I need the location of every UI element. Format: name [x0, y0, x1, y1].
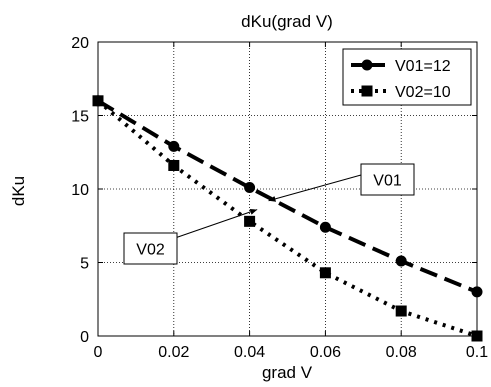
- x-tick-label: 0: [94, 344, 103, 361]
- legend-marker-1: [361, 59, 373, 71]
- series-1-point: [244, 182, 256, 194]
- legend-marker-2: [361, 85, 373, 97]
- y-axis-label: dKu: [9, 176, 28, 206]
- x-axis-label: grad V: [262, 363, 313, 382]
- series-1-point: [395, 255, 407, 267]
- y-tick-label: 20: [71, 35, 89, 52]
- axis-ticks: 0 0.02 0.04 0.06 0.08 0.1 0 5 10 15 20: [71, 35, 488, 361]
- series-2-point: [168, 159, 180, 171]
- series-2-point: [319, 267, 331, 279]
- series-2-point: [395, 305, 407, 317]
- x-tick-label: 0.1: [466, 344, 488, 361]
- y-tick-label: 15: [71, 109, 89, 126]
- annotations: V01 V02: [123, 163, 415, 265]
- series-1-point: [168, 140, 180, 152]
- series-1-point: [319, 221, 331, 233]
- y-tick-label: 10: [71, 182, 89, 199]
- annotation-label: V02: [136, 242, 165, 259]
- y-tick-label: 0: [80, 329, 89, 346]
- legend-label-1: V01=12: [395, 58, 451, 75]
- annotation-arrow: [174, 209, 258, 239]
- series-line-2: [96, 99, 478, 338]
- y-tick-label: 5: [80, 256, 89, 273]
- legend-label-2: V02=10: [395, 84, 451, 101]
- series-line-1: [96, 99, 478, 294]
- legend: V01=12 V02=10: [342, 48, 472, 106]
- x-tick-label: 0.02: [158, 344, 189, 361]
- annotation-arrow: [268, 174, 362, 202]
- series-2-point: [244, 215, 256, 227]
- plot-series: [92, 95, 483, 342]
- annotation-box: [360, 163, 415, 196]
- x-tick-label: 0.04: [234, 344, 265, 361]
- x-tick-label: 0.06: [310, 344, 341, 361]
- x-tick-label: 0.08: [386, 344, 417, 361]
- chart-title: dKu(grad V): [241, 12, 333, 31]
- annotation-box: [123, 232, 178, 265]
- annotation-label: V01: [373, 173, 402, 190]
